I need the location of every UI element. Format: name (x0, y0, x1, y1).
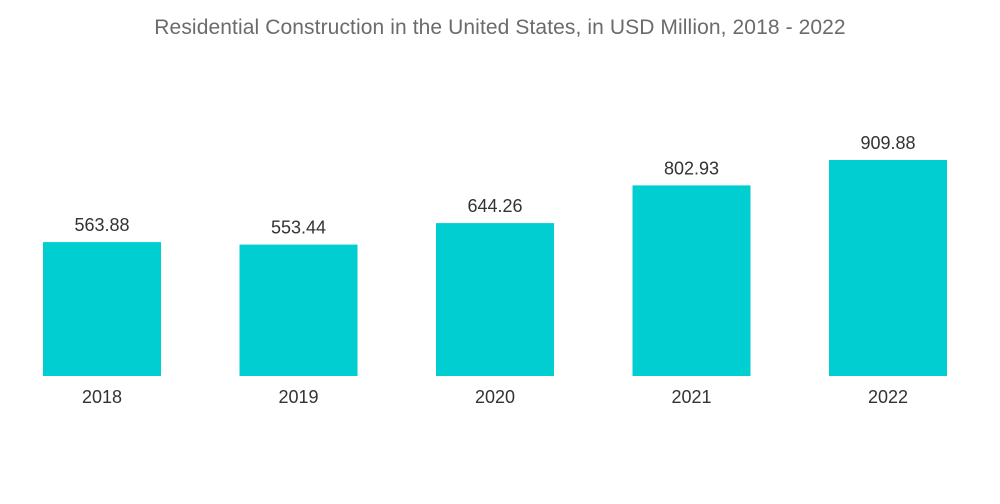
bar-2018 (43, 242, 161, 376)
x-tick-label-2019: 2019 (278, 387, 318, 407)
bar-2019 (239, 244, 358, 376)
bar-2020 (436, 223, 554, 376)
x-tick-label-2020: 2020 (475, 387, 515, 407)
data-label-2022: 909.88 (860, 133, 915, 153)
data-label-2020: 644.26 (467, 196, 522, 216)
x-tick-label-2022: 2022 (868, 387, 908, 407)
bar-2021 (632, 185, 751, 376)
data-label-2021: 802.93 (664, 158, 719, 178)
x-tick-label-2018: 2018 (82, 387, 122, 407)
value-labels-group: 563.88 553.44 644.26 802.93 909.88 (74, 133, 915, 238)
data-label-2019: 553.44 (271, 218, 326, 238)
chart-title: Residential Construction in the United S… (154, 16, 846, 39)
x-axis-tick-labels: 2018 2019 2020 2021 2022 (82, 387, 908, 407)
bars-group (43, 160, 947, 376)
x-tick-label-2021: 2021 (671, 387, 711, 407)
bar-2022 (829, 160, 947, 376)
data-label-2018: 563.88 (74, 215, 129, 235)
